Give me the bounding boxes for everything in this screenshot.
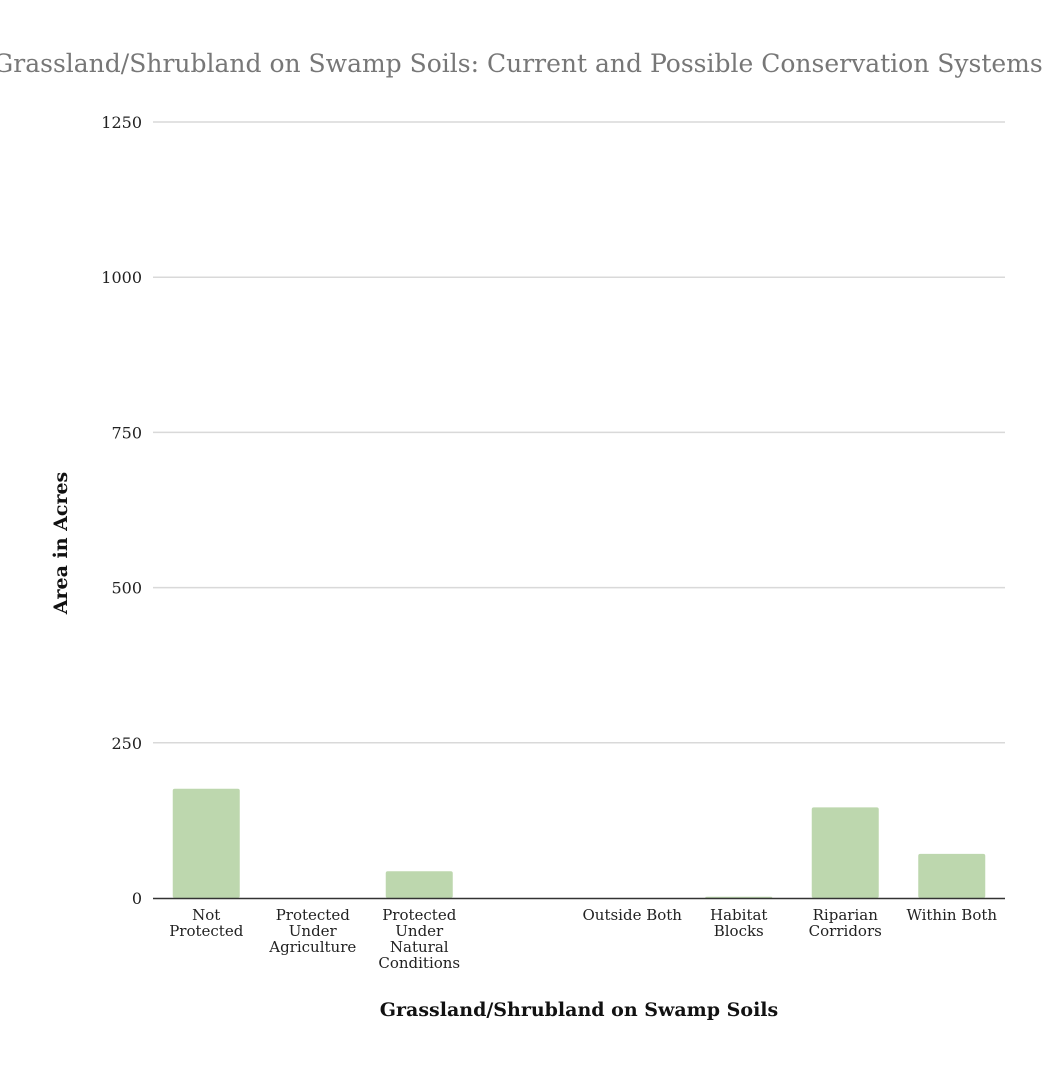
- y-tick-label: 750: [111, 423, 142, 442]
- y-tick-label: 1000: [101, 268, 142, 287]
- x-category-label: Protected: [169, 922, 244, 940]
- x-axis-title: Grassland/Shrubland on Swamp Soils: [380, 999, 778, 1021]
- bar: [385, 871, 453, 898]
- x-category-label: Natural: [390, 938, 449, 956]
- y-tick-label: 250: [111, 734, 142, 753]
- x-category-label: Within Both: [906, 906, 997, 924]
- x-category-label: Conditions: [378, 954, 460, 972]
- bar: [918, 853, 986, 898]
- x-category-label: Habitat: [710, 906, 767, 924]
- bar: [811, 807, 879, 898]
- y-tick-label: 0: [132, 889, 142, 908]
- y-axis-title: Area in Acres: [50, 472, 72, 616]
- y-tick-label: 500: [111, 579, 142, 598]
- y-axis-ticks: 0 250 500 750 1000 1250: [101, 113, 142, 908]
- x-axis-categories: NotProtectedProtectedUnderAgriculturePro…: [169, 906, 997, 972]
- x-category-label: Protected: [382, 906, 457, 924]
- bar: [705, 896, 773, 898]
- x-category-label: Riparian: [813, 906, 879, 924]
- x-category-label: Outside Both: [583, 906, 683, 924]
- x-category-label: Blocks: [714, 922, 764, 940]
- x-category-label: Agriculture: [268, 938, 356, 956]
- x-category-label: Under: [289, 922, 338, 940]
- x-category-label: Not: [192, 906, 220, 924]
- gridlines: [153, 121, 1005, 744]
- x-category-label: Under: [395, 922, 444, 940]
- x-category-label: Corridors: [809, 922, 882, 940]
- x-category-label: Protected: [276, 906, 351, 924]
- bar: [172, 788, 240, 898]
- bars: [172, 788, 986, 898]
- chart-title: Grassland/Shrubland on Swamp Soils: Curr…: [0, 49, 1043, 78]
- y-tick-label: 1250: [101, 113, 142, 132]
